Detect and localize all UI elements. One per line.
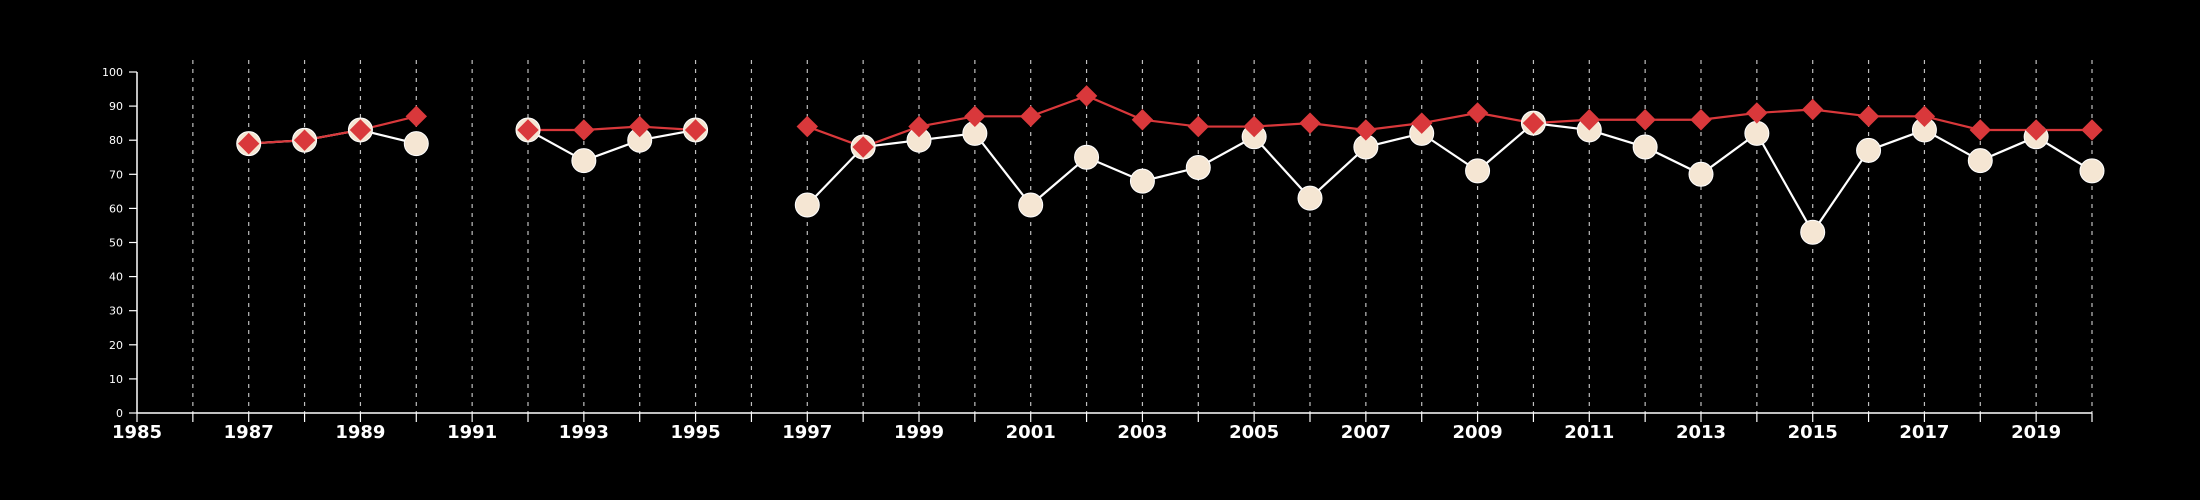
series-0-point-1997 xyxy=(794,192,820,218)
series-1-point-1988 xyxy=(293,129,316,151)
series-1-point-2000 xyxy=(964,105,986,128)
series-0-point-2002 xyxy=(1074,144,1100,170)
series-1-point-2003 xyxy=(1131,109,1154,131)
y-tick-label: 50 xyxy=(109,237,123,250)
series-0-point-2001 xyxy=(1018,192,1044,218)
x-tick-label: 1991 xyxy=(447,422,497,443)
series-1-point-1999 xyxy=(908,115,930,138)
y-tick-label: 20 xyxy=(109,339,123,352)
series-0-line-segment-1 xyxy=(527,128,696,162)
series-0-point-1993 xyxy=(571,148,597,174)
series-0-point-2013 xyxy=(1688,161,1714,187)
series-1-point-2013 xyxy=(1690,109,1712,131)
series-1-point-2004 xyxy=(1187,115,1209,138)
series-1-point-2018 xyxy=(1969,119,1991,141)
series-1-point-1998 xyxy=(852,136,874,158)
series-0-point-2018 xyxy=(1967,148,1993,174)
series-0-point-2015 xyxy=(1800,219,1826,245)
series-1-point-2011 xyxy=(1578,109,1600,131)
x-tick-label: 1993 xyxy=(559,422,609,443)
series-1-point-1993 xyxy=(573,119,595,141)
series-1-point-1997 xyxy=(796,115,818,138)
x-tick-label: 1995 xyxy=(671,422,721,443)
y-tick-label: 70 xyxy=(109,168,123,181)
x-tick-label: 1997 xyxy=(782,422,832,443)
series-0-point-2003 xyxy=(1129,168,1155,194)
x-tick-label: 2003 xyxy=(1117,422,1167,443)
y-tick-label: 30 xyxy=(109,305,123,318)
series-0-point-2012 xyxy=(1632,134,1658,160)
series-layer xyxy=(236,85,2105,245)
x-tick-label: 2011 xyxy=(1564,422,1614,443)
series-1-point-1994 xyxy=(629,115,651,138)
series-1-point-2015 xyxy=(1802,98,1824,121)
series-1-point-2009 xyxy=(1466,102,1489,124)
series-1-point-2010 xyxy=(1522,112,1545,134)
series-1-point-1989 xyxy=(349,119,372,141)
series-0-point-2009 xyxy=(1465,158,1491,184)
series-0-point-2020 xyxy=(2079,158,2105,184)
x-tick-label: 1999 xyxy=(894,422,944,443)
series-1-point-2020 xyxy=(2081,119,2103,141)
series-1-point-2008 xyxy=(1411,112,1433,134)
series-1-point-2007 xyxy=(1355,119,1377,141)
x-tick-label: 1989 xyxy=(335,422,385,443)
series-1-point-2001 xyxy=(1020,105,1042,128)
series-1-point-2017 xyxy=(1913,105,1936,128)
x-tick-label: 1987 xyxy=(224,422,274,443)
series-1-point-2012 xyxy=(1634,109,1656,131)
y-tick-label: 80 xyxy=(109,134,123,147)
y-tick-label: 100 xyxy=(102,66,123,79)
x-tick-label: 2009 xyxy=(1453,422,1503,443)
axes: 0 10 20 30 40 50 60 70 80 90 100 1985 1987 1989 1991 19… xyxy=(102,66,2093,443)
x-tick-label: 2019 xyxy=(2011,422,2061,443)
series-1-point-2005 xyxy=(1243,115,1265,138)
x-tick-label: 2007 xyxy=(1341,422,1391,443)
series-1-point-2014 xyxy=(1746,102,1768,124)
x-tick-label: 2017 xyxy=(1899,422,1949,443)
series-1-point-2019 xyxy=(2025,119,2047,141)
series-1-point-1992 xyxy=(517,119,539,141)
series-1-point-1995 xyxy=(684,119,707,141)
series-0-point-2006 xyxy=(1297,185,1323,211)
x-tick-label: 2013 xyxy=(1676,422,1726,443)
x-tick-label: 1985 xyxy=(112,422,162,443)
y-tick-label: 90 xyxy=(109,100,123,113)
series-0-point-2004 xyxy=(1185,154,1211,180)
x-tick-label: 2001 xyxy=(1006,422,1056,443)
series-1-point-2006 xyxy=(1299,112,1321,134)
series-0-point-1990 xyxy=(403,131,429,157)
series-0-point-2014 xyxy=(1744,120,1770,146)
series-1-point-1990 xyxy=(405,105,427,128)
series-0-point-2016 xyxy=(1856,137,1882,163)
y-tick-label: 40 xyxy=(109,271,123,284)
series-1-point-2002 xyxy=(1075,85,1098,107)
series-1-line-segment-0 xyxy=(248,115,417,145)
x-tick-label: 2015 xyxy=(1788,422,1838,443)
y-tick-label: 60 xyxy=(109,202,123,215)
y-tick-label: 10 xyxy=(109,373,123,386)
series-1-point-2016 xyxy=(1857,105,1880,128)
series-1-point-1987 xyxy=(238,132,260,155)
x-tick-label: 2005 xyxy=(1229,422,1279,443)
series-1-line-segment-1 xyxy=(528,125,696,132)
y-tick-label: 0 xyxy=(116,407,123,420)
